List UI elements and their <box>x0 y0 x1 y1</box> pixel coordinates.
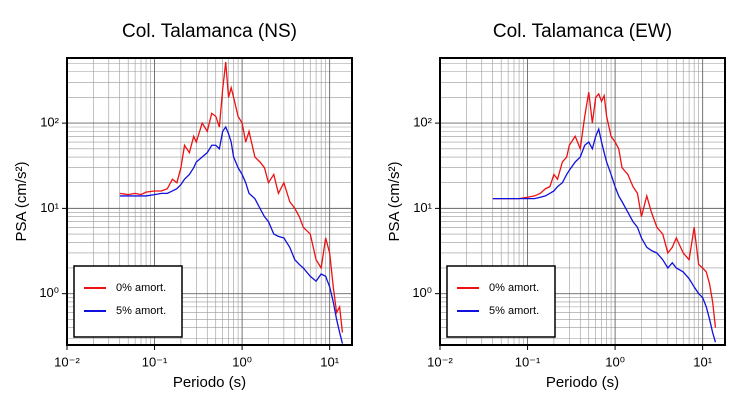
chart: Col. Talamanca (EW) 10⁻² 10⁻¹ 10⁰ 10¹ 10⁰ 10¹ 1… <box>386 21 726 391</box>
x-tick-label: 10⁻¹ <box>142 354 168 369</box>
data-line <box>119 125 344 344</box>
y-axis-label: PSA (cm/s²) <box>386 161 403 241</box>
legend-box <box>446 265 556 338</box>
plot-frame <box>66 57 353 346</box>
x-tick-label: 10⁻¹ <box>515 354 541 369</box>
y-tick-label: 10² <box>40 115 59 130</box>
x-tick-label: 10⁰ <box>232 354 252 369</box>
legend-label: 0% amort. <box>489 282 539 294</box>
legend-label: 0% amort. <box>116 282 166 294</box>
plot-frame <box>439 57 726 346</box>
y-tick-label: 10⁰ <box>412 285 432 300</box>
x-tick-label: 10⁻² <box>54 354 80 369</box>
chart-title: Col. Talamanca (NS) <box>122 21 297 42</box>
y-tick-label: 10⁰ <box>39 285 59 300</box>
x-tick-label: 10¹ <box>320 354 339 369</box>
x-tick-label: 10⁻² <box>427 354 453 369</box>
x-tick-label: 10¹ <box>693 354 712 369</box>
y-tick-label: 10² <box>413 115 432 130</box>
data-line <box>119 61 344 333</box>
x-axis-label: Periodo (s) <box>546 374 619 391</box>
data-line <box>492 92 717 328</box>
chart-title: Col. Talamanca (EW) <box>493 21 672 42</box>
x-axis-label: Periodo (s) <box>173 374 246 391</box>
data-line <box>492 126 717 343</box>
x-tick-label: 10⁰ <box>605 354 625 369</box>
y-axis-label: PSA (cm/s²) <box>13 161 30 241</box>
legend-label: 5% amort. <box>116 305 166 317</box>
chart: Col. Talamanca (NS) 10⁻² 10⁻¹ 10⁰ 10¹ 10⁰ 10¹ 1… <box>13 21 353 391</box>
y-tick-label: 10¹ <box>40 200 59 215</box>
y-tick-label: 10¹ <box>413 200 432 215</box>
legend-label: 5% amort. <box>489 305 539 317</box>
legend-box <box>73 265 183 338</box>
